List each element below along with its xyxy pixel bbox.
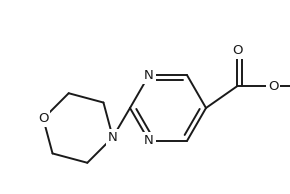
Text: N: N [144,69,154,82]
Text: O: O [38,112,48,125]
Text: O: O [268,80,278,93]
Text: N: N [108,131,118,144]
Text: O: O [232,44,242,57]
Text: N: N [144,134,154,147]
